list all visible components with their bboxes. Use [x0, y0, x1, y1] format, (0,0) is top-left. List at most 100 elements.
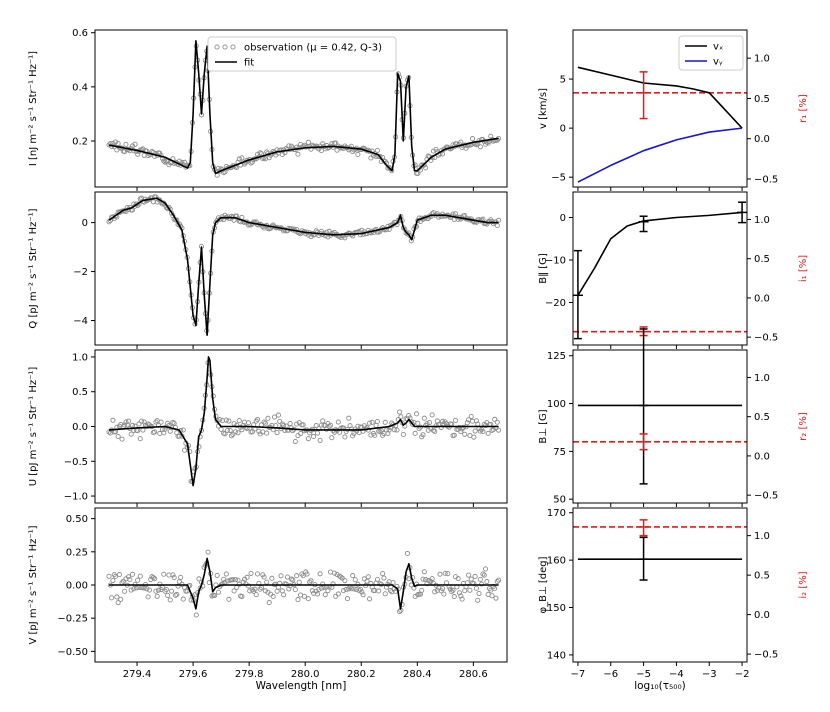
- observation-point: [314, 591, 321, 597]
- y-tick-label: −10: [545, 256, 566, 267]
- observation-point: [483, 566, 489, 572]
- observation-point: [305, 436, 311, 442]
- observation-point: [492, 585, 498, 592]
- observation-point: [380, 571, 386, 577]
- observation-point: [284, 574, 291, 580]
- observation-point: [493, 595, 499, 601]
- observation-point: [217, 417, 223, 423]
- y2-tick-label: 1.0: [754, 531, 770, 542]
- observation-point: [176, 433, 182, 439]
- x-tick-label: −3: [702, 669, 717, 680]
- legend-box: [207, 36, 397, 72]
- observation-point: [232, 577, 238, 583]
- observation-point: [364, 578, 370, 584]
- observation-point: [292, 438, 298, 445]
- observation-point: [128, 431, 134, 437]
- observation-point: [433, 146, 439, 152]
- observation-point: [357, 586, 364, 592]
- observation-point: [419, 587, 425, 593]
- axes-frame: [94, 191, 508, 346]
- observation-point: [480, 571, 486, 577]
- observation-point: [376, 588, 382, 594]
- observation-point: [472, 428, 478, 434]
- observation-point: [123, 141, 129, 147]
- observation-point: [477, 576, 483, 582]
- observation-point: [477, 144, 483, 150]
- y-tick-label: 0.2: [72, 136, 88, 147]
- observation-point: [170, 572, 176, 578]
- observation-point: [374, 147, 380, 153]
- observation-point: [451, 432, 457, 438]
- x-axis-label: Wavelength [nm]: [256, 680, 347, 692]
- observation-point: [115, 600, 121, 606]
- observation-point: [367, 596, 373, 602]
- y2-tick-label: −0.5: [754, 650, 778, 661]
- y-tick-label: −20: [545, 298, 566, 309]
- observation-point: [301, 593, 308, 599]
- y-tick-label: 0: [560, 213, 566, 224]
- observation-point: [327, 422, 334, 428]
- x-tick-label: 279.4: [123, 669, 152, 680]
- observation-point: [367, 420, 373, 426]
- y-tick-label: 0.4: [72, 82, 88, 93]
- observation-point: [406, 412, 412, 419]
- observation-point: [292, 587, 298, 593]
- y2-tick-label: 1.0: [754, 215, 770, 226]
- observation-point: [146, 587, 152, 593]
- y2-tick-label: −0.5: [754, 333, 778, 344]
- observation-point: [295, 151, 301, 157]
- observation-point: [215, 589, 222, 595]
- observation-point: [236, 156, 242, 162]
- observation-point: [355, 151, 361, 158]
- observation-point: [264, 430, 270, 436]
- observation-point: [245, 420, 251, 426]
- observation-point: [340, 588, 347, 594]
- y2-tick-label: −0.5: [754, 491, 778, 502]
- observation-point: [112, 213, 119, 219]
- observation-point: [278, 573, 284, 579]
- observation-point: [139, 418, 145, 424]
- observation-point: [135, 151, 141, 157]
- observation-point: [308, 233, 314, 240]
- observation-point: [261, 419, 267, 425]
- legend-box: [678, 35, 744, 71]
- observation-point: [295, 597, 301, 603]
- y-tick-label: 0: [82, 218, 88, 229]
- observation-point: [270, 593, 276, 600]
- observation-point: [346, 415, 352, 421]
- fit-line: [108, 356, 499, 487]
- legend-marker-observation: [222, 44, 228, 50]
- observation-point: [116, 572, 122, 578]
- observation-point: [223, 571, 229, 577]
- observation-point: [432, 428, 438, 434]
- observation-point: [262, 588, 268, 594]
- observation-point: [440, 586, 446, 592]
- y-tick-label: 1.0: [72, 352, 88, 363]
- observation-point: [296, 579, 302, 585]
- y2-tick-label: 0.5: [754, 94, 770, 105]
- observation-point: [211, 592, 218, 599]
- observation-point: [432, 589, 438, 595]
- y-tick-label: 75: [553, 447, 566, 458]
- observation-point: [126, 574, 132, 580]
- y-tick-label: −4: [73, 316, 88, 327]
- observation-point: [472, 573, 478, 580]
- observation-point: [352, 577, 358, 583]
- observation-point: [227, 427, 233, 434]
- observation-point: [453, 417, 459, 423]
- observation-point: [496, 427, 502, 433]
- observation-point: [165, 592, 171, 598]
- observation-point: [348, 586, 354, 592]
- observation-point: [304, 571, 310, 577]
- y-tick-label: 100: [547, 399, 566, 410]
- observation-point: [137, 573, 143, 579]
- legend-label-fit: fit: [244, 58, 254, 69]
- y-tick-label: 0.0: [72, 422, 88, 433]
- y2-axis-label: i₂ [%]: [798, 571, 809, 598]
- observation-point: [415, 420, 421, 426]
- observation-point: [440, 151, 446, 157]
- axes-frame: [572, 29, 748, 188]
- observation-point: [372, 432, 378, 438]
- observation-point: [357, 232, 364, 238]
- y-axis-label: Q [pJ m⁻² s⁻¹ Str⁻¹ Hz⁻¹]: [28, 208, 39, 328]
